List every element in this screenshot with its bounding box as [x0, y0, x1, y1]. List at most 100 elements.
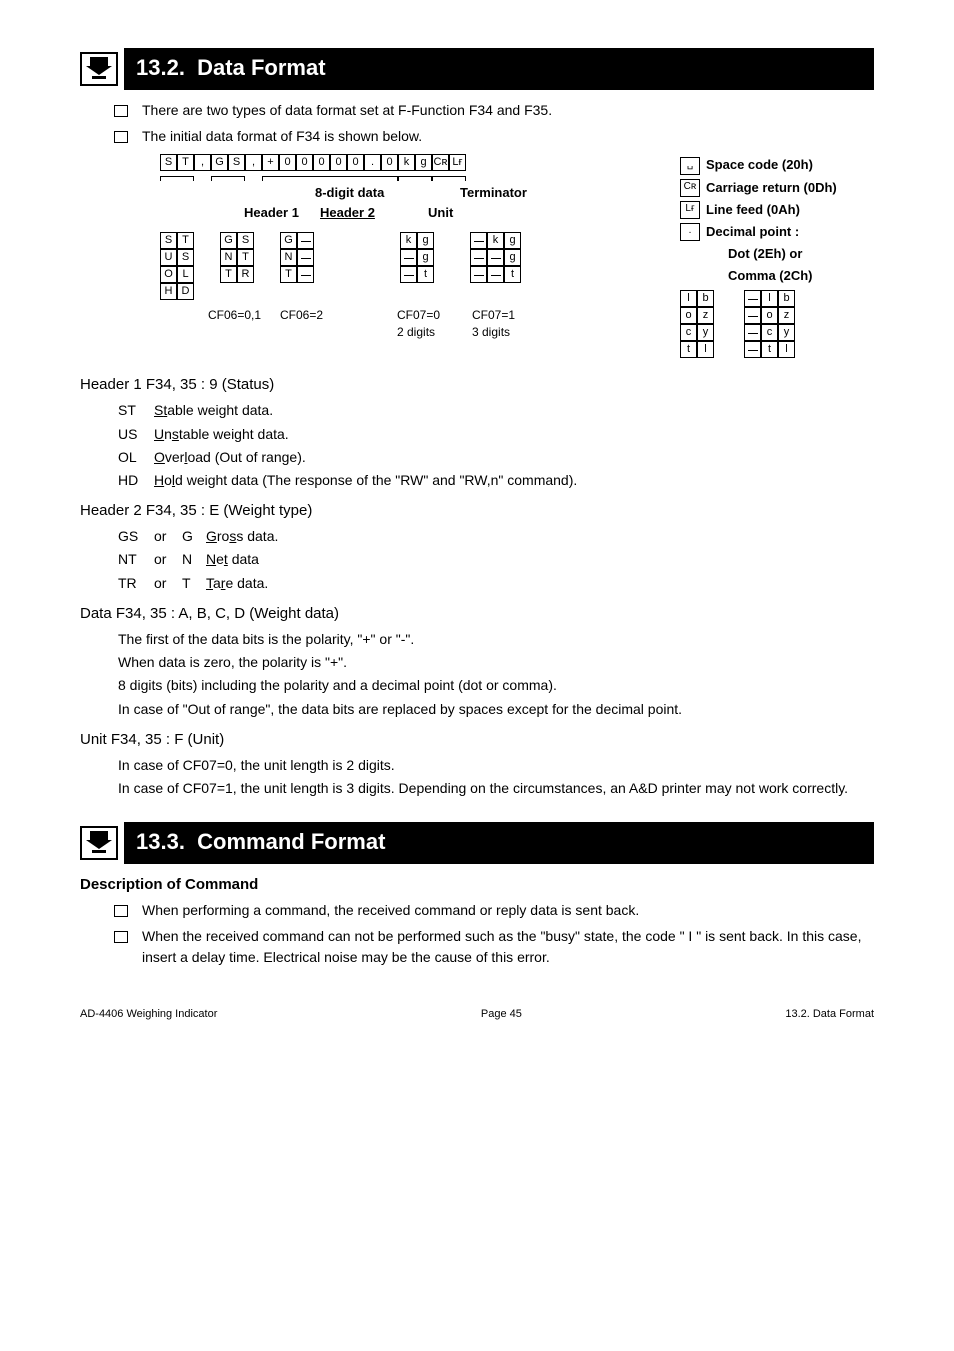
lf-icon: Lғ: [680, 201, 700, 219]
legend-dp: Decimal point :: [706, 224, 799, 239]
data-p1: The first of the data bits is the polari…: [118, 629, 874, 649]
def-code: ST: [118, 400, 154, 420]
byte-cell: 0: [296, 154, 313, 171]
option-cell: t: [761, 341, 778, 358]
cf06-b: CF06=2: [280, 307, 323, 324]
option-cell: t: [417, 266, 434, 283]
option-cell: g: [417, 232, 434, 249]
bullet-text: There are two types of data format set a…: [142, 100, 552, 120]
byte-cell: ,: [194, 154, 211, 171]
option-cell: G: [280, 232, 297, 249]
option-cell: k: [400, 232, 417, 249]
option-cell: O: [160, 266, 177, 283]
main-byte-row: ST,GS,+00000.0kgCʀLғ: [160, 154, 466, 171]
def-or: or: [154, 549, 182, 569]
option-cell: [297, 249, 314, 266]
extra-units-b: lbozcytl: [744, 290, 795, 358]
bullet-text: When performing a command, the received …: [142, 900, 639, 920]
option-cell: S: [160, 232, 177, 249]
extra-units-a: lbozcytl: [680, 290, 714, 358]
intro-bullet-2: The initial data format of F34 is shown …: [114, 126, 874, 146]
option-cell: b: [778, 290, 795, 307]
cf07-a: CF07=0: [397, 307, 440, 324]
option-cell: [470, 266, 487, 283]
option-cell: l: [697, 341, 714, 358]
option-row: t: [400, 266, 434, 283]
option-cell: [744, 290, 761, 307]
def-alt: G: [182, 526, 206, 546]
bullet-icon: [114, 105, 128, 117]
bullet-icon: [114, 131, 128, 143]
desc-of-command: Description of Command: [80, 874, 874, 896]
option-row: lb: [744, 290, 795, 307]
option-cell: L: [177, 266, 194, 283]
option-cell: [470, 249, 487, 266]
option-cell: S: [177, 249, 194, 266]
option-cell: c: [680, 324, 697, 341]
option-cell: t: [504, 266, 521, 283]
option-cell: N: [220, 249, 237, 266]
cr-icon: Cʀ: [680, 179, 700, 197]
option-cell: [297, 232, 314, 249]
option-cell: D: [177, 283, 194, 300]
data-p2: When data is zero, the polarity is "+".: [118, 652, 874, 672]
byte-cell: .: [364, 154, 381, 171]
footer-center: Page 45: [481, 1007, 522, 1023]
header2-title: Header 2 F34, 35 : E (Weight type): [80, 500, 874, 522]
byte-cell: G: [211, 154, 228, 171]
def-row: TRorTTare data.: [118, 573, 874, 593]
header2-options-a: GSNTTR: [220, 232, 254, 283]
legend-space: Space code (20h): [706, 157, 813, 172]
byte-cell: 0: [347, 154, 364, 171]
header1-title: Header 1 F34, 35 : 9 (Status): [80, 374, 874, 396]
cmd-bullet-2: When the received command can not be per…: [114, 926, 874, 967]
intro-bullet-1: There are two types of data format set a…: [114, 100, 874, 120]
unit-block: Unit F34, 35 : F (Unit) In case of CF07=…: [80, 729, 874, 798]
byte-cell: S: [228, 154, 245, 171]
bullet-text: The initial data format of F34 is shown …: [142, 126, 422, 146]
byte-cell: 0: [313, 154, 330, 171]
option-row: N: [280, 249, 314, 266]
footer-right: 13.2. Data Format: [785, 1007, 874, 1023]
option-row: t: [470, 266, 521, 283]
unit-options-b: kggt: [470, 232, 521, 283]
unit-title: Unit F34, 35 : F (Unit): [80, 729, 874, 751]
section-num: 13.3.: [136, 829, 185, 854]
cf06-a: CF06=0,1: [208, 307, 261, 324]
option-row: tl: [680, 341, 714, 358]
option-cell: [744, 341, 761, 358]
option-cell: [744, 307, 761, 324]
option-row: kg: [400, 232, 434, 249]
option-cell: [400, 266, 417, 283]
section-header-13-2: 13.2. Data Format: [80, 48, 874, 90]
space-icon: ␣: [680, 157, 700, 175]
option-cell: l: [778, 341, 795, 358]
option-row: cy: [680, 324, 714, 341]
def-desc: Stable weight data.: [154, 400, 874, 420]
section-icon: [80, 826, 118, 860]
header2-options-b: GNT: [280, 232, 314, 283]
def-desc: Unstable weight data.: [154, 424, 874, 444]
byte-cell: T: [177, 154, 194, 171]
option-cell: t: [680, 341, 697, 358]
option-row: tl: [744, 341, 795, 358]
def-or: or: [154, 526, 182, 546]
option-row: cy: [744, 324, 795, 341]
byte-cell: +: [262, 154, 279, 171]
section-title: 13.2. Data Format: [124, 48, 874, 90]
option-row: T: [280, 266, 314, 283]
option-row: ST: [160, 232, 194, 249]
def-code: GS: [118, 526, 154, 546]
def-alt: T: [182, 573, 206, 593]
option-cell: k: [487, 232, 504, 249]
option-row: oz: [744, 307, 795, 324]
label-unit: Unit: [428, 204, 453, 223]
cmd-bullet-1: When performing a command, the received …: [114, 900, 874, 920]
def-desc: Hold weight data (The response of the "R…: [154, 470, 874, 490]
def-desc: Net data: [206, 549, 874, 569]
option-cell: z: [697, 307, 714, 324]
option-cell: o: [680, 307, 697, 324]
cf07-b: CF07=1: [472, 307, 515, 324]
option-row: HD: [160, 283, 194, 300]
option-cell: z: [778, 307, 795, 324]
